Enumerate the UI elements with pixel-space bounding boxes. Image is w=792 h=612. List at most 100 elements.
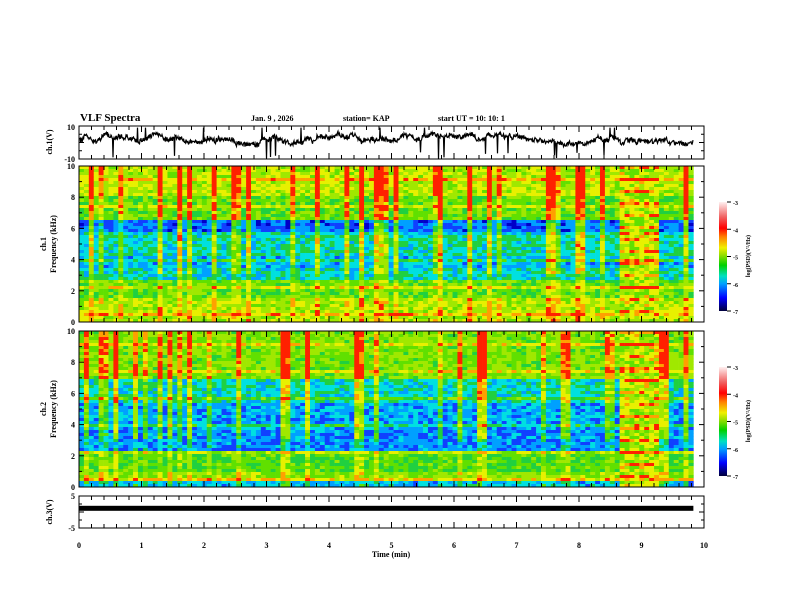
spectrogram-cell xyxy=(211,208,217,212)
spectrogram-cell xyxy=(201,244,208,248)
spectrogram-cell xyxy=(142,184,149,188)
spectrogram-cell xyxy=(427,277,434,281)
spectrogram-cell xyxy=(177,220,183,224)
spectrogram-cell xyxy=(536,223,542,227)
spectrogram-cell xyxy=(275,235,281,239)
spectrogram-cell xyxy=(477,292,483,296)
spectrogram-cell xyxy=(241,166,247,170)
spectrogram-cell xyxy=(496,166,502,170)
spectrogram-cell xyxy=(221,232,227,236)
spectrogram-cell xyxy=(182,307,188,311)
spectrogram-cell xyxy=(211,271,217,275)
spectrogram-cell xyxy=(255,193,262,197)
spectrogram-cell xyxy=(211,298,217,302)
spectrogram-cell xyxy=(83,199,90,203)
spectrogram-cell xyxy=(418,289,424,293)
spectrogram-cell xyxy=(167,241,173,245)
spectrogram-cell xyxy=(501,283,507,287)
spectrogram-cell xyxy=(324,211,330,215)
spectrogram-cell xyxy=(192,316,198,320)
spectrogram-cell xyxy=(413,292,419,296)
spectrogram-cell xyxy=(108,175,114,179)
spectrogram-cell xyxy=(319,187,326,191)
spectrogram-cell xyxy=(236,280,242,284)
spectrogram-cell xyxy=(98,193,104,197)
spectrogram-cell xyxy=(172,274,178,278)
spectrogram-cell xyxy=(447,265,453,269)
spectrogram-cell xyxy=(305,214,311,218)
spectrogram-cell xyxy=(128,172,134,176)
spectrogram-cell xyxy=(300,307,306,311)
spectrogram-cell xyxy=(182,295,188,299)
spectrogram-cell xyxy=(196,226,203,230)
spectrogram-cell xyxy=(319,208,326,212)
spectrogram-cell xyxy=(496,265,502,269)
spectrogram-cell xyxy=(79,178,85,182)
spectrogram-cell xyxy=(349,208,355,212)
spectrogram-cell xyxy=(349,235,355,239)
spectrogram-cell xyxy=(388,184,394,188)
spectrogram-cell xyxy=(423,226,429,230)
spectrogram-cell xyxy=(388,265,394,269)
spectrogram-cell xyxy=(251,223,257,227)
spectrogram-cell xyxy=(246,202,252,206)
spectrogram-cell xyxy=(157,232,163,236)
spectrogram-cell xyxy=(472,259,478,263)
spectrogram-cell xyxy=(531,166,537,170)
spectrogram-cell xyxy=(457,265,463,269)
spectrogram-cell xyxy=(118,175,124,179)
spectrogram-cell xyxy=(501,181,507,185)
spectrogram-cell xyxy=(511,253,517,257)
spectrogram-cell xyxy=(251,211,257,215)
spectrogram-cell xyxy=(123,208,129,212)
spectrogram-cell xyxy=(334,166,340,170)
spectrogram-cell xyxy=(521,265,527,269)
spectrogram-cell xyxy=(152,280,158,284)
spectrogram-cell xyxy=(462,304,468,308)
spectrogram-cell xyxy=(137,211,144,215)
spectrogram-cell xyxy=(388,259,394,263)
spectrogram-cell xyxy=(319,220,326,224)
spectrogram-cell xyxy=(300,235,306,239)
spectrogram-cell xyxy=(103,244,109,248)
spectrogram-cell xyxy=(447,268,453,272)
spectrogram-cell xyxy=(216,175,222,179)
spectrogram-cell xyxy=(157,277,163,281)
spectrogram-cell xyxy=(432,241,439,245)
spectrogram-cell xyxy=(221,271,227,275)
spectrogram-cell xyxy=(383,304,389,308)
spectrogram-cell xyxy=(403,271,409,275)
spectrogram-cell xyxy=(255,205,262,209)
spectrogram-cell xyxy=(79,286,85,290)
spectrogram-cell xyxy=(177,235,183,239)
spectrogram-cell xyxy=(324,253,330,257)
spectrogram-cell xyxy=(506,253,512,257)
spectrogram-cell xyxy=(260,277,267,281)
spectrogram-cell xyxy=(93,313,99,317)
spectrogram-cell xyxy=(216,289,222,293)
spectrogram-cell xyxy=(418,217,424,221)
spectrogram-cell xyxy=(113,316,119,320)
spectrogram-cell xyxy=(241,208,247,212)
spectrogram-cell xyxy=(79,247,85,251)
spectrogram-cell xyxy=(285,190,291,194)
spectrogram-cell xyxy=(290,310,296,314)
spectrogram-cell xyxy=(83,301,90,305)
spectrogram-cell xyxy=(310,304,316,308)
spectrogram-cell xyxy=(275,310,281,314)
spectrogram-cell xyxy=(482,196,488,200)
spectrogram-cell xyxy=(251,208,257,212)
spectrogram-cell xyxy=(275,286,281,290)
spectrogram-cell xyxy=(113,301,119,305)
spectrogram-cell xyxy=(423,301,429,305)
spectrogram-cell xyxy=(118,310,124,314)
spectrogram-cell xyxy=(526,289,532,293)
spectrogram-cell xyxy=(152,196,158,200)
spectrogram-cell xyxy=(457,172,463,176)
spectrogram-cell xyxy=(211,214,217,218)
spectrogram-cell xyxy=(516,292,522,296)
spectrogram-cell xyxy=(334,184,340,188)
spectrogram-cell xyxy=(408,199,414,203)
spectrogram-cell xyxy=(246,268,252,272)
spectrogram-cell xyxy=(359,193,365,197)
